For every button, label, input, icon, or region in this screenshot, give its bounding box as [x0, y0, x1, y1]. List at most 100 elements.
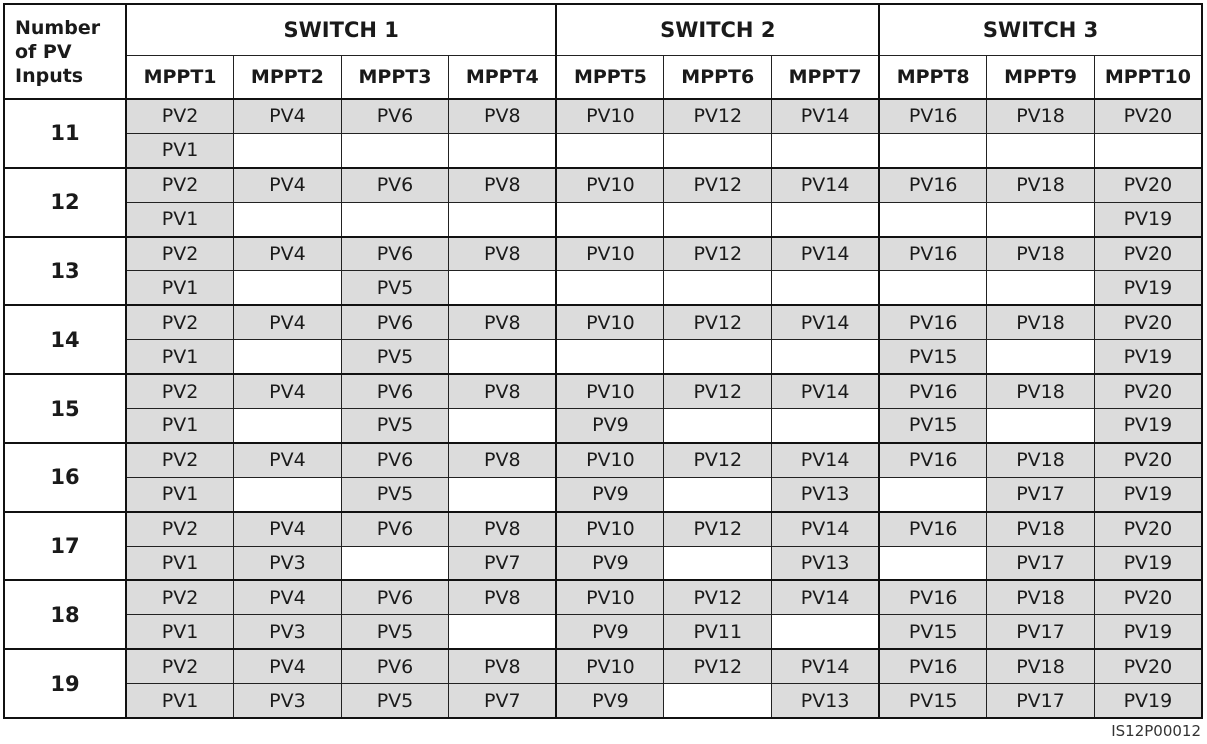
pv-cell: PV18: [986, 648, 1095, 685]
empty-cell: [771, 201, 880, 238]
pv-cell: PV19: [1093, 339, 1203, 375]
pv-cell: PV1: [125, 683, 235, 719]
pv-cell: PV12: [663, 166, 773, 203]
empty-cell: [448, 339, 557, 375]
pv-cell: PV18: [986, 579, 1095, 616]
pv-input-count: 11: [3, 98, 127, 169]
pv-cell: PV19: [1093, 476, 1203, 513]
pv-input-count: 12: [3, 166, 127, 238]
pv-cell: PV14: [771, 373, 880, 410]
pv-cell: PV17: [986, 545, 1095, 581]
pv-cell: PV20: [1093, 441, 1203, 478]
header-switch-1: SWITCH 1: [125, 3, 557, 56]
pv-cell: PV20: [1093, 235, 1203, 272]
empty-cell: [448, 408, 557, 444]
empty-cell: [878, 270, 988, 306]
pv-cell: PV4: [233, 648, 342, 685]
pv-cell: PV6: [340, 648, 450, 685]
pv-input-count: 15: [3, 373, 127, 444]
pv-cell: PV14: [771, 579, 880, 616]
pv-cell: PV14: [771, 510, 880, 547]
pv-cell: PV19: [1093, 408, 1203, 444]
pv-cell: PV16: [878, 441, 988, 478]
pv-cell: PV9: [555, 614, 665, 650]
empty-cell: [448, 614, 557, 650]
pv-cell: PV4: [233, 304, 342, 341]
pv-cell: PV7: [448, 545, 557, 581]
empty-cell: [340, 132, 450, 169]
pv-cell: PV1: [125, 201, 235, 238]
empty-cell: [663, 132, 773, 169]
pv-cell: PV6: [340, 304, 450, 341]
header-mppt-1: MPPT1: [125, 55, 235, 100]
empty-cell: [448, 476, 557, 513]
pv-cell: PV1: [125, 408, 235, 444]
empty-cell: [233, 132, 342, 169]
pv-cell: PV4: [233, 235, 342, 272]
pv-cell: PV17: [986, 683, 1095, 719]
empty-cell: [233, 270, 342, 306]
pv-cell: PV10: [555, 235, 665, 272]
pv-cell: PV16: [878, 510, 988, 547]
table-row: PV1 PV5 PV15 PV19: [4, 339, 1203, 375]
pv-cell: PV15: [878, 614, 988, 650]
pv-cell: PV10: [555, 648, 665, 685]
pv-cell: PV2: [125, 97, 235, 134]
empty-cell: [340, 545, 450, 581]
empty-cell: [555, 132, 665, 169]
pv-cell: PV1: [125, 132, 235, 169]
pv-cell: PV1: [125, 545, 235, 581]
pv-cell: PV5: [340, 614, 450, 650]
pv-cell: PV5: [340, 476, 450, 513]
empty-cell: [663, 339, 773, 375]
pv-cell: PV4: [233, 166, 342, 203]
pv-cell: PV6: [340, 441, 450, 478]
pv-cell: PV8: [448, 97, 557, 134]
pv-cell: PV9: [555, 683, 665, 719]
pv-cell: PV15: [878, 339, 988, 375]
pv-cell: PV12: [663, 579, 773, 616]
pv-cell: PV14: [771, 441, 880, 478]
pv-cell: PV12: [663, 235, 773, 272]
table-row: 17 PV2 PV4 PV6 PV8 PV10 PV12 PV14 PV16 PV18 PV20: [3, 510, 1203, 581]
empty-cell: [448, 132, 557, 169]
table-row: PV1: [4, 132, 1203, 169]
pv-cell: PV2: [125, 441, 235, 478]
pv-cell: PV12: [663, 441, 773, 478]
empty-cell: [771, 270, 880, 306]
pv-cell: PV18: [986, 304, 1095, 341]
empty-cell: [233, 408, 342, 444]
empty-cell: [1093, 132, 1203, 169]
pv-cell: PV2: [125, 235, 235, 272]
pv-cell: PV9: [555, 545, 665, 581]
pv-cell: PV3: [233, 614, 342, 650]
table-row: 13 PV2 PV4 PV6 PV8 PV10 PV12 PV14 PV16 PV18 PV20: [3, 235, 1203, 306]
empty-cell: [878, 545, 988, 581]
pv-cell: PV20: [1093, 304, 1203, 341]
pv-cell: PV13: [771, 683, 880, 719]
pv-cell: PV14: [771, 235, 880, 272]
pv-cell: PV14: [771, 166, 880, 203]
pv-cell: PV4: [233, 373, 342, 410]
pv-cell: PV5: [340, 683, 450, 719]
pv-cell: PV14: [771, 97, 880, 134]
pv-cell: PV1: [125, 270, 235, 306]
pv-cell: PV16: [878, 166, 988, 203]
pv-cell: PV1: [125, 339, 235, 375]
pv-cell: PV6: [340, 235, 450, 272]
table-row: PV1 PV5 PV9 PV15 PV19: [4, 408, 1203, 444]
pv-cell: PV1: [125, 614, 235, 650]
header-switch-2: SWITCH 2: [555, 3, 880, 56]
table-row: 15 PV2 PV4 PV6 PV8 PV10 PV12 PV14 PV16 PV18 PV20: [3, 373, 1203, 444]
pv-cell: PV2: [125, 304, 235, 341]
header-mppt-8: MPPT8: [878, 55, 988, 100]
header-mppt-6: MPPT6: [663, 55, 773, 100]
pv-cell: PV18: [986, 373, 1095, 410]
pv-cell: PV10: [555, 373, 665, 410]
pv-cell: PV16: [878, 235, 988, 272]
header-mppt-9: MPPT9: [986, 55, 1095, 100]
pv-cell: PV10: [555, 441, 665, 478]
pv-cell: PV5: [340, 339, 450, 375]
pv-cell: PV8: [448, 235, 557, 272]
header-mppt-4: MPPT4: [448, 55, 557, 100]
